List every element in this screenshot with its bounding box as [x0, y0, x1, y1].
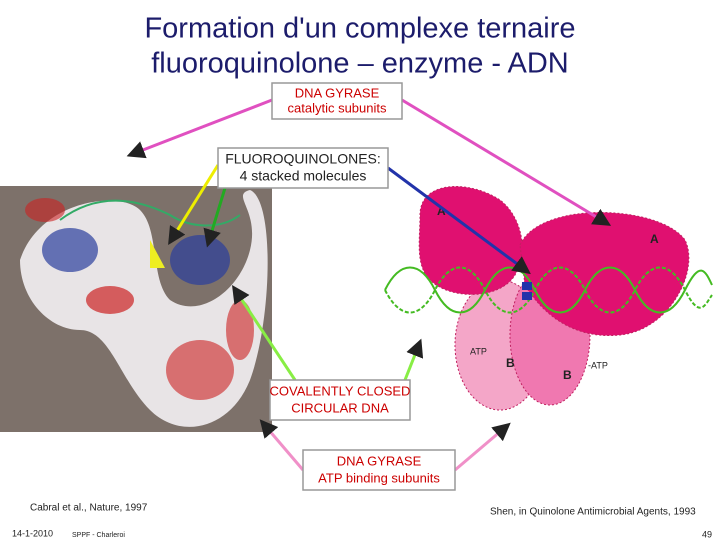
- callout-text: FLUOROQUINOLONES:: [225, 151, 381, 167]
- footer-date: 14-1-2010: [12, 528, 53, 538]
- arrows: [126, 98, 612, 472]
- callout-text: COVALENTLY CLOSED: [270, 383, 411, 398]
- callout-box: [302, 449, 456, 491]
- citation: Shen, in Quinolone Antimicrobial Agents,…: [490, 507, 696, 518]
- enzyme-diagram: A A ATP B B -ATP: [384, 186, 713, 411]
- subunit-label: B: [506, 356, 515, 370]
- callout-text: ATP binding subunits: [318, 470, 440, 485]
- subunit-label: A: [650, 232, 659, 246]
- callout-text: CIRCULAR DNA: [291, 400, 389, 415]
- callout-text: DNA GYRASE: [295, 85, 380, 100]
- callout-text: catalytic subunits: [288, 100, 387, 115]
- title: Formation d'un complexe ternaire: [144, 13, 575, 45]
- callout-box: [217, 147, 389, 189]
- atp-label: -ATP: [588, 360, 608, 370]
- footer-org: SPPF - Charleroi: [72, 532, 125, 539]
- protein-image: [0, 186, 272, 432]
- callout-text: DNA GYRASE: [337, 453, 422, 468]
- citation: Cabral et al., Nature, 1997: [30, 503, 148, 514]
- callout-text: 4 stacked molecules: [240, 168, 367, 184]
- page-number: 49: [702, 529, 712, 539]
- atp-label: ATP: [470, 346, 487, 356]
- subunit-label: A: [437, 204, 446, 218]
- callout-box: [269, 379, 411, 421]
- subunit-label: B: [563, 368, 572, 382]
- callout-box: [271, 82, 403, 120]
- title: fluoroquinolone – enzyme - ADN: [151, 48, 569, 80]
